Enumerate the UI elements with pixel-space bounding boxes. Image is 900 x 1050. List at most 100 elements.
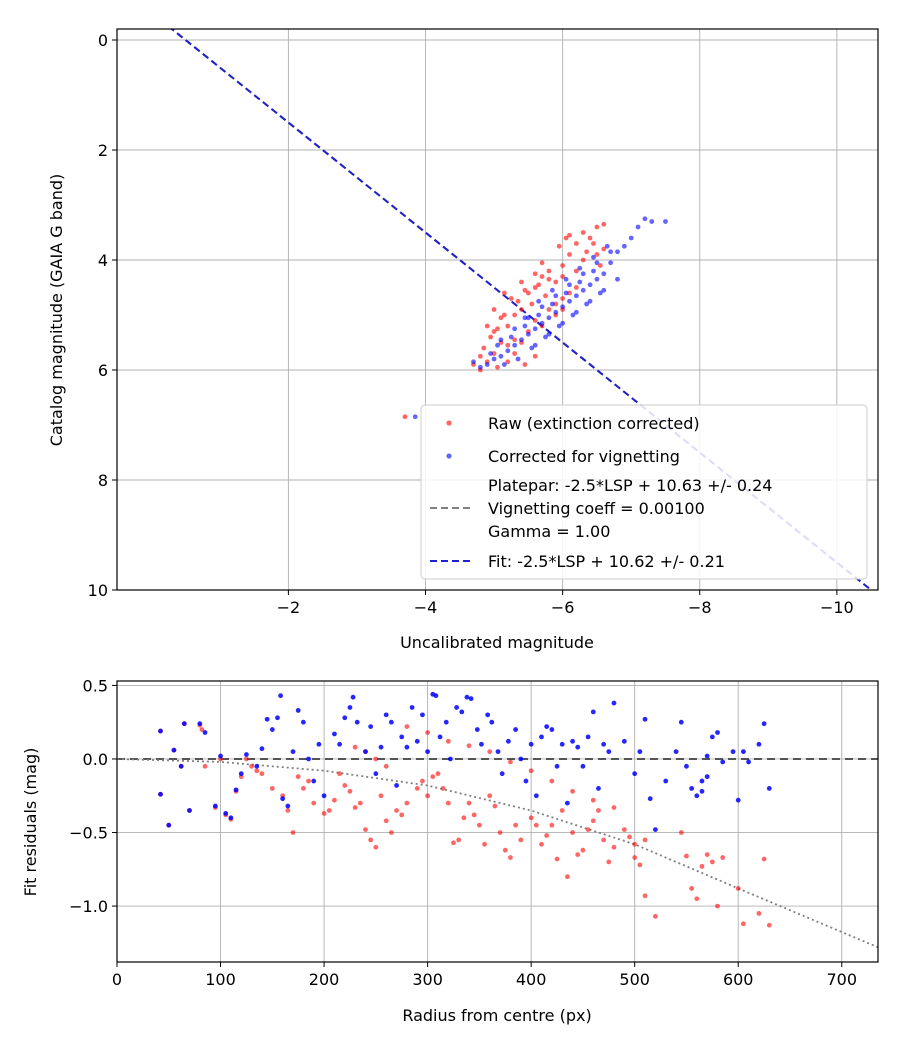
bottom-corrected-point xyxy=(238,771,244,777)
bottom-corrected-point xyxy=(495,749,501,755)
top-corrected-point xyxy=(529,345,535,351)
top-raw-point xyxy=(512,351,518,356)
bottom-corrected-point xyxy=(489,719,495,725)
bottom-corrected-point xyxy=(647,796,653,802)
top-raw-point xyxy=(556,243,562,249)
bottom-corrected-point xyxy=(347,705,353,710)
bottom-raw-point xyxy=(508,855,513,860)
bottom-corrected-point xyxy=(704,753,710,759)
top-raw-point xyxy=(508,296,514,301)
top-raw-point xyxy=(501,290,507,296)
top-corrected-point xyxy=(577,279,583,285)
top-corrected-point xyxy=(621,243,627,249)
top-raw-point xyxy=(553,279,559,285)
top-corrected-point xyxy=(584,301,590,307)
top-corrected-point xyxy=(525,331,531,337)
top-corrected-point xyxy=(635,224,641,230)
bottom-corrected-point xyxy=(678,719,684,725)
top-plot-frame xyxy=(116,28,879,591)
bottom-raw-point xyxy=(580,847,586,853)
bottom-raw-point xyxy=(766,922,772,928)
top-raw-point xyxy=(484,323,490,329)
top-raw-point xyxy=(567,232,572,238)
top-x-ticks: −2 −4 −6 −8 −10 xyxy=(277,590,854,617)
top-raw-point xyxy=(525,290,531,296)
bottom-x-tick-label: 200 xyxy=(309,970,340,989)
bottom-grid xyxy=(116,681,878,962)
bottom-corrected-point xyxy=(585,734,591,740)
bottom-raw-point xyxy=(585,827,591,832)
bottom-raw-point xyxy=(259,771,265,777)
top-corrected-point xyxy=(515,356,521,362)
bottom-raw-point xyxy=(627,834,632,840)
bottom-corrected-point xyxy=(311,778,317,784)
bottom-corrected-point xyxy=(699,778,705,784)
bottom-raw-point xyxy=(306,778,311,784)
top-corrected-point xyxy=(519,337,524,343)
top-corrected-point xyxy=(563,290,569,296)
bottom-corrected-point xyxy=(559,741,565,747)
top-raw-point xyxy=(402,414,408,420)
bottom-raw-point xyxy=(554,856,560,862)
top-raw-point xyxy=(546,268,552,274)
bottom-raw-point xyxy=(352,744,358,750)
top-corrected-point xyxy=(546,331,552,337)
top-corrected-point xyxy=(532,326,538,332)
bottom-corrected-point xyxy=(285,803,291,809)
bottom-raw-point xyxy=(559,808,565,813)
bottom-corrected-point xyxy=(223,811,229,816)
bottom-corrected-point xyxy=(699,788,705,794)
bottom-corrected-point xyxy=(414,738,420,744)
top-corrected-point xyxy=(546,315,552,321)
bottom-raw-point xyxy=(575,852,581,858)
top-raw-point xyxy=(560,274,566,279)
top-fit-line xyxy=(170,29,873,590)
bottom-raw-point xyxy=(590,797,596,803)
bottom-raw-point xyxy=(611,805,617,810)
top-raw-point xyxy=(539,260,545,266)
legend-label-fit: Fit: -2.5*LSP + 10.62 +/- 0.21 xyxy=(488,552,725,571)
bottom-corrected-point xyxy=(642,716,648,722)
bottom-corrected-point xyxy=(447,756,453,762)
bottom-corrected-point xyxy=(601,741,607,747)
bottom-corrected-point xyxy=(761,721,767,727)
bottom-corrected-point xyxy=(300,719,306,725)
bottom-corrected-point xyxy=(321,793,327,799)
top-raw-point xyxy=(591,241,596,246)
bottom-corrected-point xyxy=(259,746,265,752)
bottom-corrected-point xyxy=(704,774,710,780)
bottom-plot-background xyxy=(117,681,878,962)
top-raw-point xyxy=(491,307,497,312)
legend-label-platepar-1: Platepar: -2.5*LSP + 10.63 +/- 0.24 xyxy=(488,476,772,495)
bottom-x-tick-label: 0 xyxy=(112,970,122,989)
top-corrected-point xyxy=(570,312,576,318)
bottom-raw-point xyxy=(373,844,379,850)
top-y-tick-label: 4 xyxy=(98,251,108,270)
bottom-x-ticks: 0 100 200 300 400 500 600 700 xyxy=(112,962,857,989)
top-raw-point xyxy=(594,252,600,257)
top-corrected-point xyxy=(488,351,494,356)
top-raw-point xyxy=(573,241,579,246)
bottom-raw-point xyxy=(741,921,746,927)
bottom-corrected-point xyxy=(388,719,394,725)
top-raw-point xyxy=(597,263,603,268)
legend-marker-raw xyxy=(446,420,452,426)
bottom-raw-point xyxy=(295,774,301,780)
bottom-raw-point xyxy=(482,841,487,847)
top-corrected-point xyxy=(539,304,545,310)
bottom-corrected-point xyxy=(689,785,695,791)
top-corrected-point xyxy=(663,219,668,224)
bottom-corrected-point xyxy=(290,749,296,755)
top-raw-point xyxy=(594,224,600,230)
bottom-corrected-point xyxy=(295,708,301,713)
top-raw-point xyxy=(580,230,586,235)
bottom-raw-point xyxy=(596,808,601,813)
bottom-raw-point xyxy=(337,771,343,777)
top-y-tick-label: 10 xyxy=(88,581,108,600)
bottom-corrected-point xyxy=(528,741,534,747)
bottom-corrected-point xyxy=(485,712,491,718)
top-corrected-point xyxy=(525,315,531,321)
bottom-x-tick-label: 100 xyxy=(205,970,236,989)
bottom-corrected-point xyxy=(652,827,658,832)
top-raw-point xyxy=(539,274,545,279)
